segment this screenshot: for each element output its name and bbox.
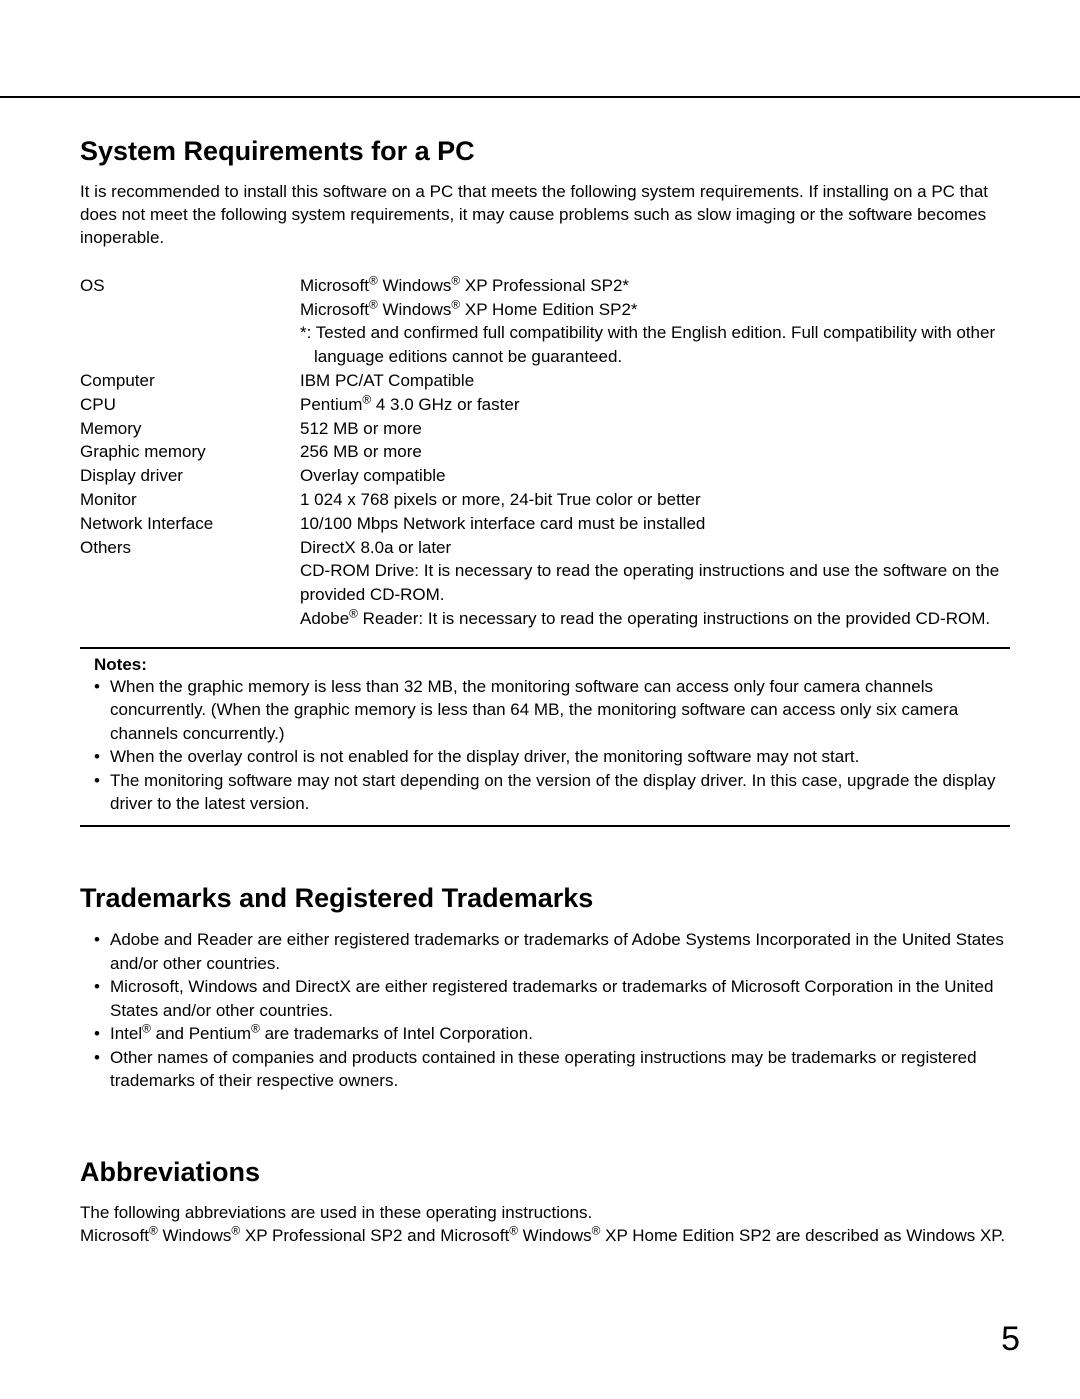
others-l3: Adobe® Reader: It is necessary to read t… [300, 607, 1010, 631]
req-value: Overlay compatible [300, 464, 1010, 488]
req-label: Monitor [80, 488, 300, 512]
t: Adobe [300, 609, 349, 628]
abbr-line2: Microsoft® Windows® XP Professional SP2 … [80, 1225, 1010, 1248]
others-l2: CD-ROM Drive: It is necessary to read th… [300, 559, 1010, 607]
tm-list: Adobe and Reader are either registered t… [80, 928, 1010, 1092]
req-value: Pentium® 4 3.0 GHz or faster [300, 393, 1010, 417]
os-line2: Microsoft® Windows® XP Home Edition SP2* [300, 298, 1010, 322]
req-label: OS [80, 274, 300, 298]
req-row-memory: Memory 512 MB or more [80, 417, 1010, 441]
requirements-table: OS Microsoft® Windows® XP Professional S… [80, 274, 1010, 631]
tm-heading: Trademarks and Registered Trademarks [80, 883, 1010, 914]
t: 4 3.0 GHz or faster [371, 395, 519, 414]
reg-mark: ® [451, 297, 460, 311]
t: and Pentium [151, 1024, 251, 1043]
tm-item: Microsoft, Windows and DirectX are eithe… [110, 975, 1010, 1022]
page-number: 5 [1001, 1320, 1020, 1359]
section-trademarks: Trademarks and Registered Trademarks Ado… [80, 883, 1010, 1092]
sysreq-intro: It is recommended to install this softwa… [80, 181, 1010, 250]
reg-mark: ® [509, 1223, 518, 1237]
notes-title: Notes: [80, 655, 1010, 675]
tm-item: Adobe and Reader are either registered t… [110, 928, 1010, 975]
t: XP Home Edition SP2 are described as Win… [600, 1226, 1005, 1245]
note-item: The monitoring software may not start de… [110, 769, 1010, 816]
t: Intel [110, 1024, 142, 1043]
t: Pentium [300, 395, 362, 414]
reg-mark: ® [369, 297, 378, 311]
tm-item: Other names of companies and products co… [110, 1046, 1010, 1093]
req-label: Memory [80, 417, 300, 441]
reg-mark: ® [142, 1022, 151, 1036]
req-row-others: Others DirectX 8.0a or later CD-ROM Driv… [80, 536, 1010, 631]
notes-list: When the graphic memory is less than 32 … [80, 675, 1010, 816]
req-row-monitor: Monitor 1 024 x 768 pixels or more, 24-b… [80, 488, 1010, 512]
t: Windows [158, 1226, 232, 1245]
os-footnote: *: Tested and confirmed full compatibili… [300, 321, 1010, 369]
t: Microsoft [300, 300, 369, 319]
req-row-computer: Computer IBM PC/AT Compatible [80, 369, 1010, 393]
req-label: Display driver [80, 464, 300, 488]
t: Windows [518, 1226, 592, 1245]
req-value: 10/100 Mbps Network interface card must … [300, 512, 1010, 536]
t: Windows [378, 276, 452, 295]
reg-mark: ® [349, 606, 358, 620]
req-label: CPU [80, 393, 300, 417]
reg-mark: ® [231, 1223, 240, 1237]
reg-mark: ® [149, 1223, 158, 1237]
req-label: Graphic memory [80, 440, 300, 464]
req-label: Computer [80, 369, 300, 393]
reg-mark: ® [251, 1022, 260, 1036]
reg-mark: ® [451, 273, 460, 287]
req-value: 512 MB or more [300, 417, 1010, 441]
req-row-cpu: CPU Pentium® 4 3.0 GHz or faster [80, 393, 1010, 417]
section-abbreviations: Abbreviations The following abbreviation… [80, 1157, 1010, 1248]
reg-mark: ® [369, 273, 378, 287]
req-value: DirectX 8.0a or later CD-ROM Drive: It i… [300, 536, 1010, 631]
req-label: Others [80, 536, 300, 560]
t: are trademarks of Intel Corporation. [260, 1024, 533, 1043]
req-row-nic: Network Interface 10/100 Mbps Network in… [80, 512, 1010, 536]
note-item: When the graphic memory is less than 32 … [110, 675, 1010, 745]
t: XP Home Edition SP2* [460, 300, 637, 319]
t: XP Professional SP2* [460, 276, 629, 295]
note-item: When the overlay control is not enabled … [110, 745, 1010, 768]
t: Microsoft [300, 276, 369, 295]
abbr-line1: The following abbreviations are used in … [80, 1202, 1010, 1225]
sysreq-heading: System Requirements for a PC [80, 136, 1010, 167]
req-row-os: OS Microsoft® Windows® XP Professional S… [80, 274, 1010, 369]
req-value: IBM PC/AT Compatible [300, 369, 1010, 393]
notes-box: Notes: When the graphic memory is less t… [80, 647, 1010, 828]
req-row-gmem: Graphic memory 256 MB or more [80, 440, 1010, 464]
t: Windows [378, 300, 452, 319]
t: XP Professional SP2 and Microsoft [240, 1226, 509, 1245]
reg-mark: ® [362, 392, 371, 406]
req-value: 256 MB or more [300, 440, 1010, 464]
req-label: Network Interface [80, 512, 300, 536]
others-l1: DirectX 8.0a or later [300, 536, 1010, 560]
t: Microsoft [80, 1226, 149, 1245]
tm-item: Intel® and Pentium® are trademarks of In… [110, 1022, 1010, 1045]
abbr-heading: Abbreviations [80, 1157, 1010, 1188]
os-line1: Microsoft® Windows® XP Professional SP2* [300, 274, 1010, 298]
req-value: Microsoft® Windows® XP Professional SP2*… [300, 274, 1010, 369]
section-system-requirements: System Requirements for a PC It is recom… [80, 136, 1010, 827]
page-top-rule [0, 96, 1080, 98]
document-page: System Requirements for a PC It is recom… [0, 0, 1080, 1399]
t: Reader: It is necessary to read the oper… [358, 609, 990, 628]
req-value: 1 024 x 768 pixels or more, 24-bit True … [300, 488, 1010, 512]
req-row-displaydriver: Display driver Overlay compatible [80, 464, 1010, 488]
